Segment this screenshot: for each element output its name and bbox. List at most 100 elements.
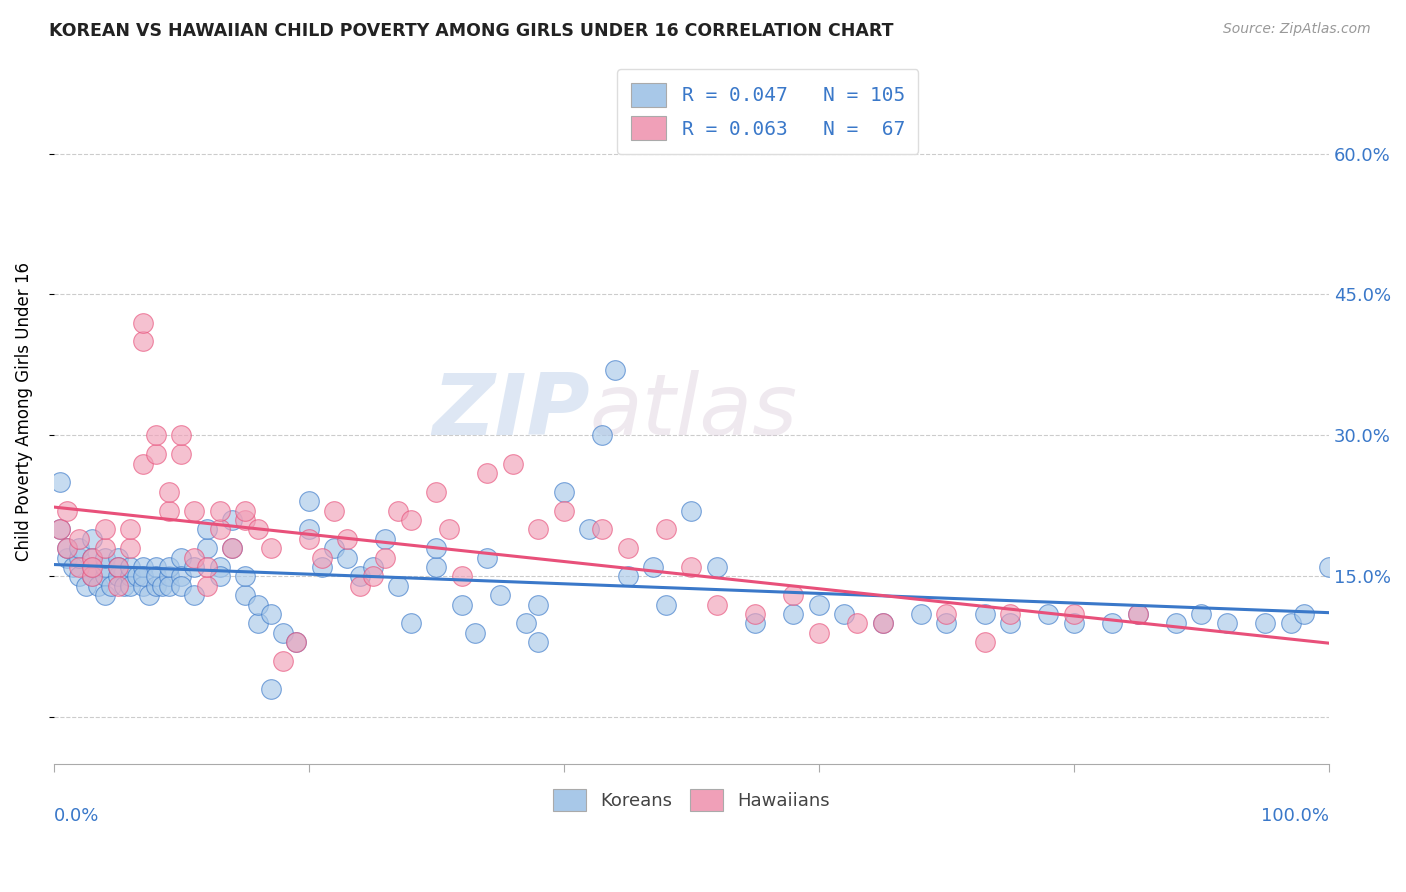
- Point: [55, 541, 77, 556]
- Point: [49, 522, 72, 536]
- Point: [221, 541, 243, 556]
- Point: [87, 579, 110, 593]
- Legend: Koreans, Hawaiians: Koreans, Hawaiians: [546, 782, 837, 819]
- Point: [782, 607, 804, 621]
- Point: [221, 513, 243, 527]
- Point: [132, 457, 155, 471]
- Point: [145, 560, 167, 574]
- Y-axis label: Child Poverty Among Girls Under 16: Child Poverty Among Girls Under 16: [15, 262, 32, 561]
- Point: [527, 635, 550, 649]
- Point: [425, 560, 447, 574]
- Point: [75, 579, 97, 593]
- Point: [170, 579, 193, 593]
- Point: [1164, 616, 1187, 631]
- Point: [100, 579, 122, 593]
- Point: [107, 569, 129, 583]
- Point: [681, 503, 703, 517]
- Point: [1063, 607, 1085, 621]
- Point: [80, 550, 103, 565]
- Point: [973, 607, 995, 621]
- Point: [361, 569, 384, 583]
- Point: [55, 550, 77, 565]
- Point: [311, 550, 333, 565]
- Point: [62, 560, 84, 574]
- Point: [195, 579, 218, 593]
- Point: [846, 616, 869, 631]
- Point: [246, 616, 269, 631]
- Point: [1126, 607, 1149, 621]
- Point: [477, 466, 499, 480]
- Point: [208, 569, 231, 583]
- Point: [399, 616, 422, 631]
- Text: atlas: atlas: [589, 370, 797, 453]
- Point: [706, 560, 728, 574]
- Point: [80, 560, 103, 574]
- Point: [298, 494, 321, 508]
- Point: [246, 598, 269, 612]
- Point: [807, 598, 830, 612]
- Point: [502, 457, 524, 471]
- Point: [464, 625, 486, 640]
- Point: [195, 560, 218, 574]
- Point: [451, 598, 474, 612]
- Point: [336, 550, 359, 565]
- Point: [67, 532, 90, 546]
- Point: [1254, 616, 1277, 631]
- Point: [55, 503, 77, 517]
- Point: [94, 569, 117, 583]
- Point: [183, 560, 205, 574]
- Point: [107, 560, 129, 574]
- Point: [170, 569, 193, 583]
- Point: [591, 428, 613, 442]
- Point: [145, 428, 167, 442]
- Point: [935, 616, 957, 631]
- Point: [323, 503, 346, 517]
- Point: [107, 550, 129, 565]
- Point: [578, 522, 600, 536]
- Point: [183, 550, 205, 565]
- Point: [94, 588, 117, 602]
- Point: [107, 560, 129, 574]
- Point: [782, 588, 804, 602]
- Point: [233, 569, 256, 583]
- Point: [1101, 616, 1123, 631]
- Point: [744, 607, 766, 621]
- Point: [221, 541, 243, 556]
- Point: [374, 550, 396, 565]
- Point: [973, 635, 995, 649]
- Point: [80, 532, 103, 546]
- Point: [527, 522, 550, 536]
- Point: [872, 616, 894, 631]
- Point: [1216, 616, 1239, 631]
- Point: [1317, 560, 1340, 574]
- Point: [183, 588, 205, 602]
- Point: [387, 579, 409, 593]
- Point: [616, 541, 638, 556]
- Text: ZIP: ZIP: [432, 370, 589, 453]
- Point: [145, 579, 167, 593]
- Point: [1000, 607, 1022, 621]
- Point: [55, 541, 77, 556]
- Point: [259, 607, 281, 621]
- Point: [94, 560, 117, 574]
- Point: [94, 541, 117, 556]
- Point: [399, 513, 422, 527]
- Point: [616, 569, 638, 583]
- Point: [1126, 607, 1149, 621]
- Point: [157, 484, 180, 499]
- Point: [80, 550, 103, 565]
- Point: [744, 616, 766, 631]
- Point: [145, 447, 167, 461]
- Point: [132, 579, 155, 593]
- Point: [67, 560, 90, 574]
- Point: [157, 503, 180, 517]
- Point: [273, 625, 295, 640]
- Point: [872, 616, 894, 631]
- Point: [132, 560, 155, 574]
- Point: [150, 579, 173, 593]
- Point: [1000, 616, 1022, 631]
- Point: [1063, 616, 1085, 631]
- Point: [323, 541, 346, 556]
- Point: [1279, 616, 1302, 631]
- Point: [374, 532, 396, 546]
